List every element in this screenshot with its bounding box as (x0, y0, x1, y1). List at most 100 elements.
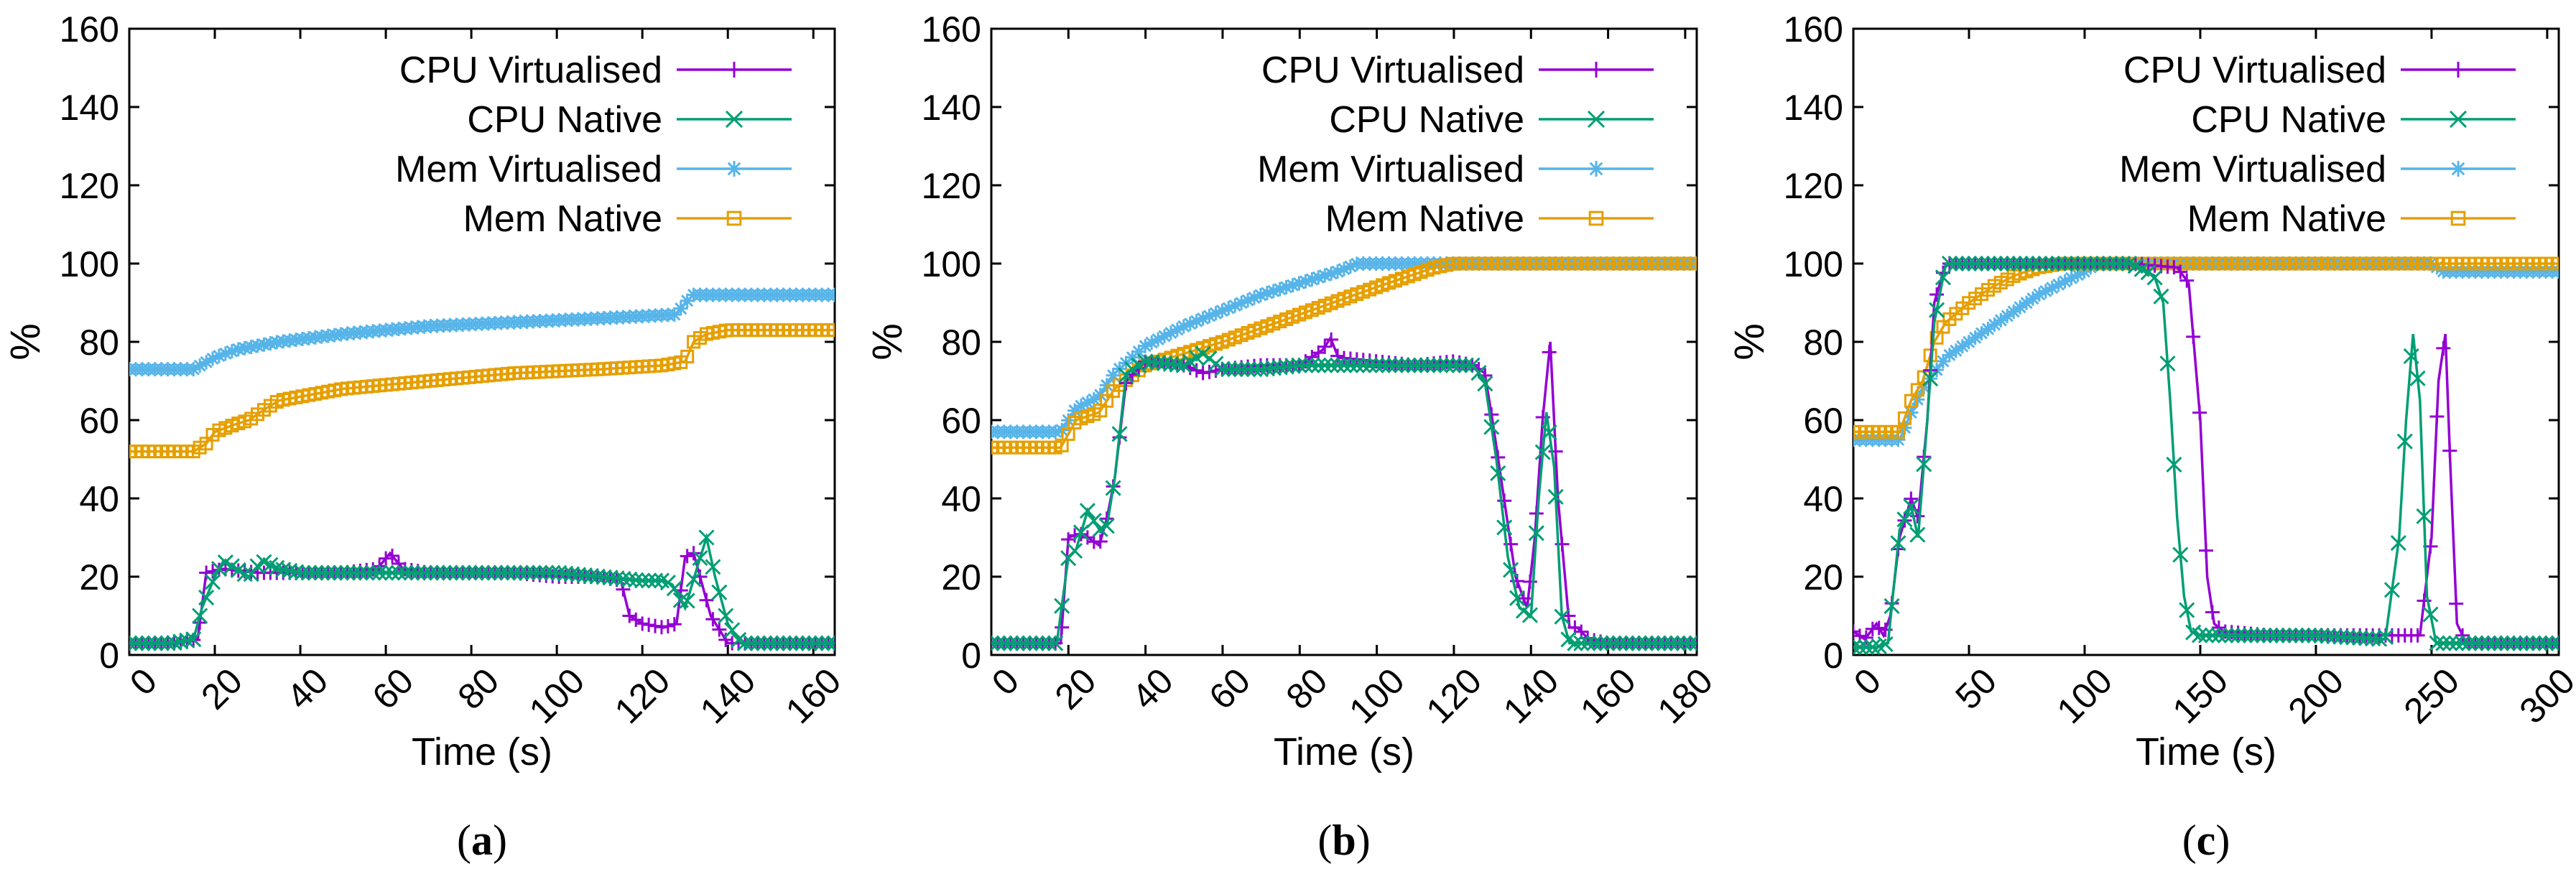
data-point (1986, 255, 2003, 272)
data-point (1342, 357, 1358, 373)
data-point (991, 635, 1000, 651)
data-point (2525, 635, 2542, 651)
data-point (2050, 255, 2067, 272)
data-point (2550, 635, 2559, 651)
data-point (1066, 542, 1083, 559)
data-point (2217, 627, 2233, 643)
data-point (1521, 607, 1538, 623)
data-point (1960, 255, 1977, 272)
data-point (1491, 450, 1506, 465)
data-point (1954, 255, 1970, 272)
data-point (1682, 635, 1697, 651)
data-point (1324, 332, 1339, 347)
data-point (1877, 636, 1894, 652)
data-point (2205, 605, 2220, 620)
data-point (461, 564, 478, 581)
data-point (1999, 255, 2016, 272)
data-point (2422, 606, 2439, 623)
series-mem-virtualised (991, 256, 1697, 440)
x-tick-label: 20 (193, 661, 250, 717)
data-point (1864, 639, 1881, 655)
data-point (801, 635, 817, 651)
y-tick-label: 100 (922, 244, 981, 284)
data-point (1554, 608, 1570, 625)
data-point (2192, 627, 2208, 643)
data-point (1055, 620, 1070, 635)
x-tick-label: 140 (1496, 661, 1567, 732)
y-tick-label: 20 (941, 557, 981, 598)
data-point (2486, 635, 2503, 651)
data-point (1407, 357, 1423, 373)
data-point (1890, 535, 1906, 552)
data-point (2493, 635, 2509, 651)
data-point (198, 590, 215, 606)
data-point (1929, 287, 1945, 302)
data-point (1611, 635, 1628, 651)
data-point (762, 635, 779, 651)
data-point (820, 635, 835, 651)
data-point (166, 635, 182, 651)
data-point (1528, 525, 1544, 541)
data-point (1490, 465, 1506, 481)
series-layer (991, 256, 1697, 651)
data-point (712, 622, 727, 637)
x-tick-label: 0 (122, 661, 165, 703)
legend-marker (1588, 210, 1604, 226)
data-point (1233, 361, 1250, 378)
data-point (705, 559, 721, 575)
data-point (2455, 635, 2471, 651)
data-point (2332, 628, 2349, 645)
series-mem-native (129, 323, 835, 459)
data-point (288, 564, 305, 580)
data-point (1111, 426, 1128, 442)
data-point (1419, 357, 1436, 373)
data-point (2186, 329, 2201, 344)
data-point (2172, 547, 2189, 563)
data-point (2146, 269, 2163, 286)
data-point (2383, 582, 2400, 598)
data-point (545, 564, 561, 581)
data-point (828, 287, 835, 302)
y-tick-label: 80 (941, 322, 981, 363)
data-point (2307, 627, 2323, 643)
data-point (2345, 629, 2362, 646)
data-point (455, 564, 471, 581)
legend-label: Mem Virtualised (395, 149, 662, 190)
data-point (326, 564, 343, 581)
data-point (1650, 635, 1667, 651)
data-point (635, 616, 650, 631)
y-axis-label: % (1726, 323, 1773, 361)
data-point (2256, 627, 2272, 643)
data-point (2044, 255, 2060, 272)
x-axis-label: Time (s) (1274, 730, 1414, 773)
data-point (1361, 357, 1378, 373)
x-axis-label: Time (s) (412, 730, 552, 773)
data-point (1916, 456, 1932, 473)
data-point (551, 564, 567, 581)
legend-marker (1588, 161, 1604, 177)
x-tick-label: 150 (2165, 661, 2236, 732)
y-tick-label: 0 (1823, 636, 1843, 676)
data-point (1317, 339, 1333, 354)
data-point (641, 618, 657, 633)
series-mem-virtualised (1853, 256, 2559, 447)
x-tick-label: 300 (2512, 661, 2576, 732)
data-point (1355, 357, 1371, 373)
data-point (1503, 562, 1519, 578)
data-point (390, 564, 407, 581)
data-point (2230, 627, 2246, 643)
data-point (416, 564, 432, 581)
data-point (1947, 255, 1964, 272)
series-layer (129, 287, 835, 651)
data-point (538, 564, 555, 581)
data-point (647, 572, 664, 589)
data-point (1470, 365, 1487, 381)
series-mem-virtualised (129, 287, 835, 377)
data-point (2320, 628, 2336, 644)
x-tick-label: 50 (1947, 661, 2004, 717)
y-tick-label: 160 (1784, 9, 1843, 50)
data-point (583, 567, 599, 584)
data-point (718, 608, 734, 624)
